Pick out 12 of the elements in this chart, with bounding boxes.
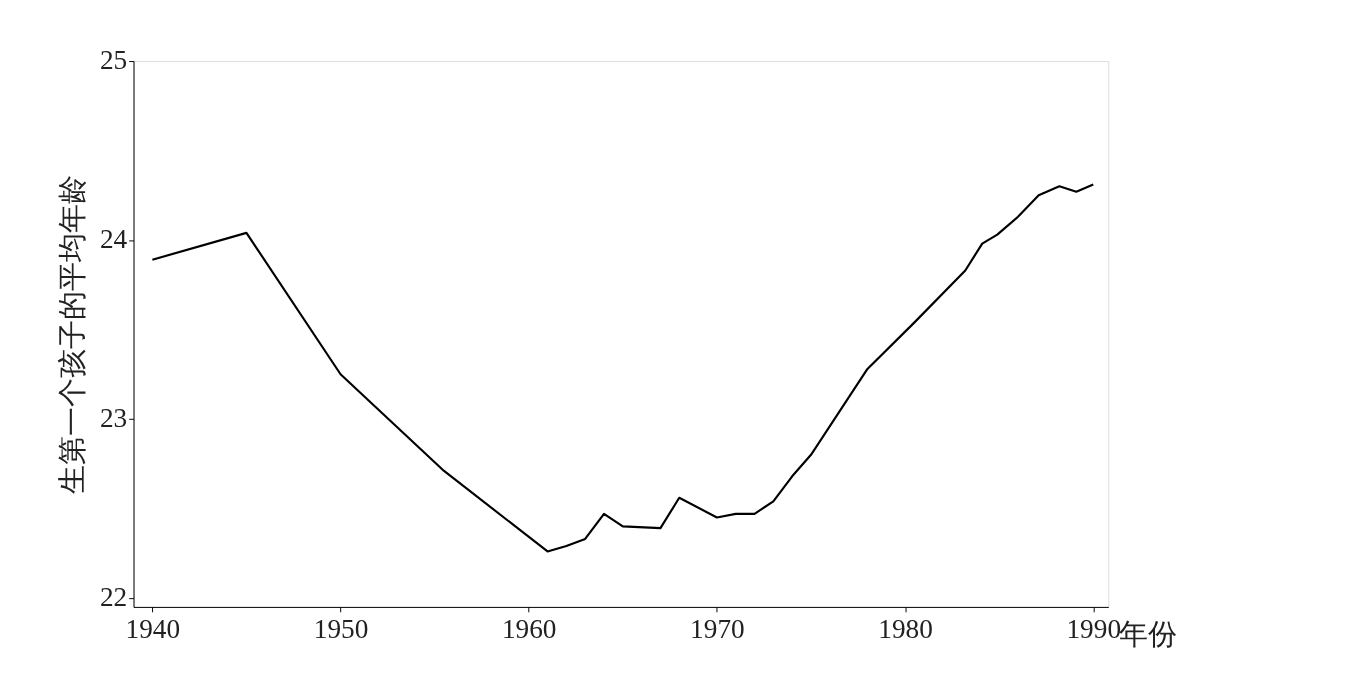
x-tick-label: 1960 (501, 613, 557, 644)
y-tick-label: 23 (99, 403, 128, 434)
y-axis-title: 生第一个孩子的平均年龄 (56, 174, 89, 494)
y-tick-label: 22 (99, 582, 128, 613)
y-tick-label: 25 (99, 45, 128, 76)
x-axis-title: 年份 (1118, 618, 1177, 651)
x-tick-label: 1940 (125, 613, 181, 644)
x-tick-label: 1970 (690, 613, 745, 644)
line-series (151, 183, 1095, 553)
x-tick-label: 1980 (878, 613, 933, 644)
y-tick-label: 24 (99, 224, 128, 255)
x-tick-label: 1950 (313, 613, 369, 644)
